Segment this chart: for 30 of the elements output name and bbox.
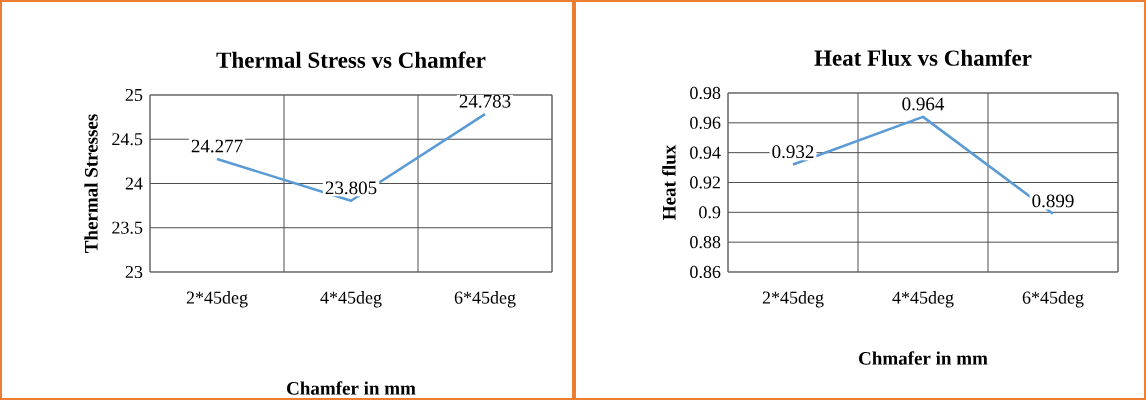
data-label: 23.805 [325, 181, 377, 195]
x-axis-title: Chamfer in mm [287, 381, 416, 395]
data-label: 0.899 [1032, 194, 1074, 208]
data-label: 24.783 [459, 94, 511, 108]
chart-title: Heat Flux vs Chamfer [814, 49, 1032, 66]
x-tick-label: 2*45deg [762, 291, 824, 308]
chart-title: Thermal Stress vs Chamfer [216, 51, 486, 68]
y-tick-label: 25 [125, 88, 143, 102]
x-tick-label: 2*45deg [186, 291, 248, 308]
x-tick-label: 4*45deg [320, 291, 382, 308]
data-label: 24.277 [191, 139, 243, 153]
y-axis-title: Heat flux [662, 144, 676, 220]
y-tick-label: 0.96 [690, 116, 721, 129]
y-tick-label: 0.92 [690, 176, 720, 189]
y-tick-label: 23 [125, 265, 143, 279]
y-tick-label: 23.5 [112, 221, 143, 234]
x-tick-label: 6*45deg [1022, 291, 1084, 308]
x-axis-title: Chmafer in mm [859, 351, 988, 365]
y-tick-label: 0.88 [690, 236, 721, 249]
y-axis-title: Thermal Stresses [84, 114, 98, 253]
y-tick-label: 0.98 [690, 86, 721, 100]
x-tick-label: 6*45deg [454, 291, 516, 308]
x-tick-label: 4*45deg [892, 291, 954, 308]
data-label: 0.932 [772, 145, 814, 159]
y-tick-label: 24.5 [112, 133, 143, 146]
y-tick-label: 0.9 [699, 206, 721, 219]
data-label: 0.964 [902, 97, 945, 111]
y-tick-label: 0.94 [690, 146, 721, 159]
y-tick-label: 24 [125, 177, 143, 190]
y-tick-label: 0.86 [690, 265, 721, 279]
